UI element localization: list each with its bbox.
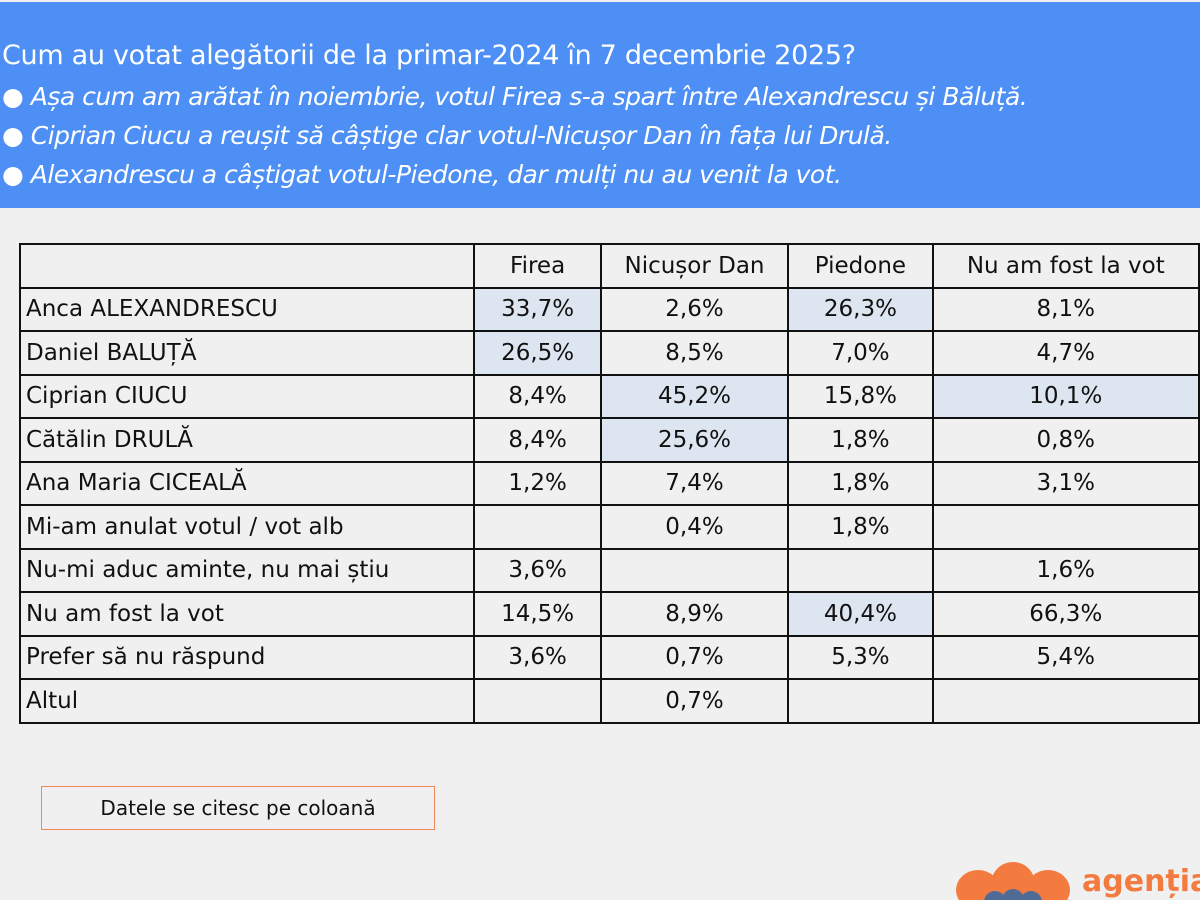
table-cell: 25,6%	[599, 417, 790, 463]
table-cell	[473, 504, 602, 550]
table-row: Nu-mi aduc aminte, nu mai știu 3,6% 1,6%	[18, 547, 1200, 593]
table-row: Cătălin DRULĂ 8,4% 25,6% 1,8% 0,8%	[18, 417, 1200, 463]
table-cell: 45,2%	[599, 373, 790, 419]
table-cell: 1,8%	[787, 460, 934, 506]
table-cell: 3,6%	[473, 634, 602, 680]
table-cell: 7,0%	[787, 330, 934, 376]
column-header: Firea	[473, 243, 602, 289]
row-label: Altul	[18, 678, 476, 724]
page-title: Cum au votat alegătorii de la primar-202…	[2, 40, 856, 71]
table-cell: 8,5%	[599, 330, 790, 376]
column-header: Nicușor Dan	[599, 243, 790, 289]
table-cell: 33,7%	[473, 286, 602, 332]
table-cell	[787, 547, 934, 593]
table-cell: 8,9%	[599, 591, 790, 637]
row-label: Prefer să nu răspund	[18, 634, 476, 680]
row-label: Ana Maria CICEALĂ	[18, 460, 476, 506]
table-cell: 1,6%	[931, 547, 1200, 593]
table-cell: 3,1%	[931, 460, 1200, 506]
row-label: Mi-am anulat votul / vot alb	[18, 504, 476, 550]
table-cell: 40,4%	[787, 591, 934, 637]
row-label: Ciprian CIUCU	[18, 373, 476, 419]
table-cell	[787, 678, 934, 724]
table-cell: 8,1%	[931, 286, 1200, 332]
table-cell: 15,8%	[787, 373, 934, 419]
header-banner: Cum au votat alegătorii de la primar-202…	[0, 2, 1200, 208]
table-cell: 8,4%	[473, 373, 602, 419]
bullet-2: ● Ciprian Ciucu a reușit să câștige clar…	[2, 121, 892, 150]
table-cell	[931, 504, 1200, 550]
table-cell: 0,8%	[931, 417, 1200, 463]
row-label: Cătălin DRULĂ	[18, 417, 476, 463]
table-cell: 2,6%	[599, 286, 790, 332]
table-row: Mi-am anulat votul / vot alb 0,4% 1,8%	[18, 504, 1200, 550]
table-row: Nu am fost la vot 14,5% 8,9% 40,4% 66,3%	[18, 591, 1200, 637]
table-row: Prefer să nu răspund 3,6% 0,7% 5,3% 5,4%	[18, 634, 1200, 680]
table-row: Altul 0,7%	[18, 678, 1200, 724]
results-table: Firea Nicușor Dan Piedone Nu am fost la vot…	[18, 243, 1200, 724]
table-row: Daniel BALUȚĂ 26,5% 8,5% 7,0% 4,7%	[18, 330, 1200, 376]
table-cell: 26,5%	[473, 330, 602, 376]
table-cell: 14,5%	[473, 591, 602, 637]
row-label: Anca ALEXANDRESCU	[18, 286, 476, 332]
column-header: Piedone	[787, 243, 934, 289]
table-cell: 0,7%	[599, 634, 790, 680]
note-box: Datele se citesc pe coloană	[41, 786, 435, 830]
table-cell: 66,3%	[931, 591, 1200, 637]
table-cell: 1,2%	[473, 460, 602, 506]
logo-icon	[956, 862, 1070, 900]
table-cell: 0,4%	[599, 504, 790, 550]
table-cell: 0,7%	[599, 678, 790, 724]
table-cell: 1,8%	[787, 417, 934, 463]
bullet-1: ● Așa cum am arătat în noiembrie, votul …	[2, 82, 1028, 111]
table-cell: 1,8%	[787, 504, 934, 550]
table-row: Ciprian CIUCU 8,4% 45,2% 15,8% 10,1%	[18, 373, 1200, 419]
table-cell	[473, 678, 602, 724]
agentia-logo: agenția	[950, 860, 1200, 900]
table-row: Anca ALEXANDRESCU 33,7% 2,6% 26,3% 8,1%	[18, 286, 1200, 332]
table-cell: 26,3%	[787, 286, 934, 332]
table-cell: 5,4%	[931, 634, 1200, 680]
column-header: Nu am fost la vot	[931, 243, 1200, 289]
column-header	[18, 243, 476, 289]
row-label: Nu am fost la vot	[18, 591, 476, 637]
table-cell: 10,1%	[931, 373, 1200, 419]
table-cell: 8,4%	[473, 417, 602, 463]
logo-text: agenția	[1082, 864, 1200, 899]
table-row: Ana Maria CICEALĂ 1,2% 7,4% 1,8% 3,1%	[18, 460, 1200, 506]
bullet-3: ● Alexandrescu a câștigat votul-Piedone,…	[2, 160, 842, 189]
table-cell	[931, 678, 1200, 724]
table-cell	[599, 547, 790, 593]
table-cell: 4,7%	[931, 330, 1200, 376]
row-label: Nu-mi aduc aminte, nu mai știu	[18, 547, 476, 593]
row-label: Daniel BALUȚĂ	[18, 330, 476, 376]
table-cell: 7,4%	[599, 460, 790, 506]
table-cell: 3,6%	[473, 547, 602, 593]
header-row: Firea Nicușor Dan Piedone Nu am fost la vot	[18, 243, 1200, 289]
table-cell: 5,3%	[787, 634, 934, 680]
